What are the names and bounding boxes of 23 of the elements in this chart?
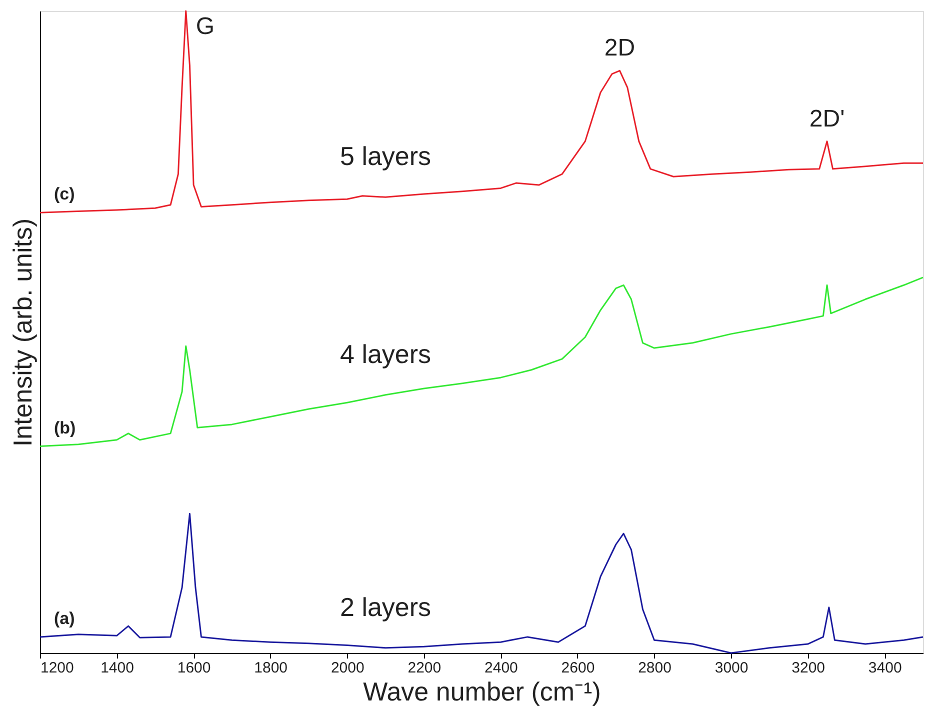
x-tick-label: 1200 xyxy=(40,660,74,676)
x-tick-label: 2200 xyxy=(408,660,442,676)
series-label: 4 layers xyxy=(340,338,432,369)
annotation: 2D xyxy=(604,34,636,62)
y-axis-title: Intensity (arb. units) xyxy=(8,218,38,447)
x-tick-label: 3000 xyxy=(714,660,748,676)
annotation: (c) xyxy=(54,184,75,204)
x-axis-title: Wave number (cm⁻¹) xyxy=(363,676,601,706)
series-label: 2 layers xyxy=(340,592,432,622)
x-tick-label: 2000 xyxy=(330,660,364,676)
x-tick-label: 2800 xyxy=(638,660,672,676)
x-tick-label: 1800 xyxy=(254,660,288,676)
x-tick-label: 1400 xyxy=(100,660,134,676)
annotation: 2D' xyxy=(809,105,845,132)
series-label: 5 layers xyxy=(340,141,432,172)
annotation: (b) xyxy=(54,418,76,438)
x-tick-label: 2400 xyxy=(484,660,518,676)
annotation: (a) xyxy=(54,608,75,628)
x-tick-label: 2600 xyxy=(561,660,595,676)
x-tick-label: 1600 xyxy=(177,660,211,676)
x-tick-label: 3200 xyxy=(792,660,826,676)
annotation: G xyxy=(196,13,215,40)
x-tick-label: 3400 xyxy=(868,660,902,676)
